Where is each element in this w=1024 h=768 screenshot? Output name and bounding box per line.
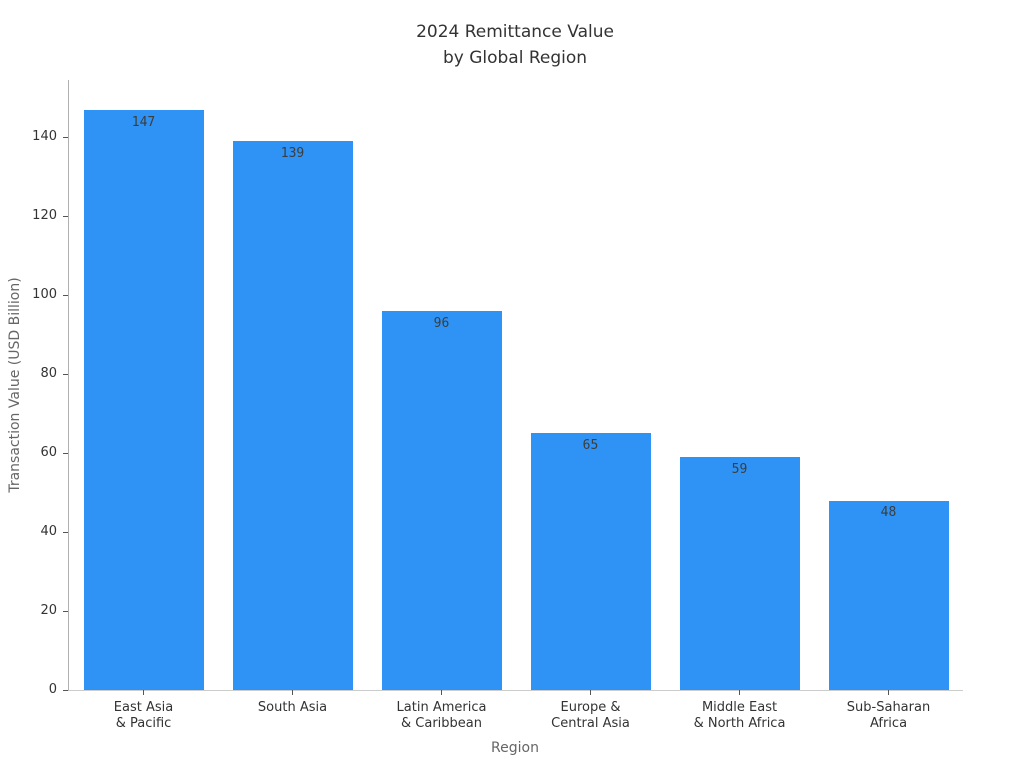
x-tick-mark xyxy=(441,690,442,695)
bar xyxy=(828,500,949,690)
bar-value-label: 65 xyxy=(582,438,599,454)
x-tick-label-line: South Asia xyxy=(257,700,328,715)
bar xyxy=(530,433,651,690)
y-tick-mark xyxy=(63,373,68,375)
bar xyxy=(381,310,502,690)
x-tick-label-line: Central Asia xyxy=(551,716,630,731)
bar-value-label: 48 xyxy=(880,505,897,521)
x-tick-label-line: & Caribbean xyxy=(401,716,482,731)
bar-value-label: 139 xyxy=(280,146,305,162)
y-tick-mark xyxy=(63,452,68,454)
plot-area: 0 20 40 60 80 100 120 140 147 East Asia & Pacific 1… xyxy=(32,80,963,731)
y-tick-label: 20 xyxy=(40,603,57,619)
bar xyxy=(83,109,204,690)
x-tick-label-line: East Asia xyxy=(113,700,174,715)
y-tick-label: 40 xyxy=(40,524,57,540)
x-tick-label-line: Sub-Saharan xyxy=(846,700,931,715)
x-tick-mark xyxy=(292,690,293,695)
x-axis-title: Region xyxy=(491,740,539,756)
x-tick-label-line: Europe & xyxy=(560,700,621,715)
x-tick-label: Europe & Central Asia xyxy=(551,700,630,732)
chart-title-line1: 2024 Remittance Value xyxy=(416,22,614,42)
x-tick-label: Sub-Saharan Africa xyxy=(847,700,930,732)
y-tick-mark xyxy=(63,610,68,612)
bar-value-label: 147 xyxy=(131,114,156,130)
x-tick-label: Latin America & Caribbean xyxy=(397,700,487,732)
y-tick-label: 100 xyxy=(32,287,57,303)
x-tick-label-line: & Pacific xyxy=(115,716,172,731)
x-tick-label: South Asia xyxy=(258,700,327,716)
y-tick-label: 80 xyxy=(40,366,57,382)
x-tick-mark xyxy=(143,690,144,695)
y-tick-label: 120 xyxy=(32,208,57,224)
y-tick-mark xyxy=(63,215,68,217)
x-tick-mark xyxy=(739,690,740,695)
bar-value-label: 96 xyxy=(433,315,450,331)
bar-value-label: 59 xyxy=(731,462,748,478)
x-tick-label-line: Africa xyxy=(869,716,908,731)
x-tick-label: Middle East & North Africa xyxy=(694,700,786,732)
y-tick-mark xyxy=(63,689,68,691)
chart-title-line2: by Global Region xyxy=(442,48,588,68)
y-tick-label: 140 xyxy=(32,129,57,145)
x-tick-label: East Asia & Pacific xyxy=(114,700,173,732)
x-tick-mark xyxy=(590,690,591,695)
x-tick-label-line: Middle East xyxy=(701,700,778,715)
y-tick-mark xyxy=(63,531,68,533)
y-tick-label: 0 xyxy=(48,682,57,697)
bar xyxy=(679,457,800,690)
y-tick-label: 60 xyxy=(40,445,57,461)
x-tick-label-line: & North Africa xyxy=(693,716,786,731)
bar xyxy=(232,141,353,690)
x-tick-label-line: Latin America xyxy=(396,700,487,715)
y-tick-mark xyxy=(63,294,68,296)
x-tick-mark xyxy=(888,690,889,695)
chart-title: 2024 Remittance Value by Global Region xyxy=(68,19,962,71)
y-tick-mark xyxy=(63,136,68,138)
